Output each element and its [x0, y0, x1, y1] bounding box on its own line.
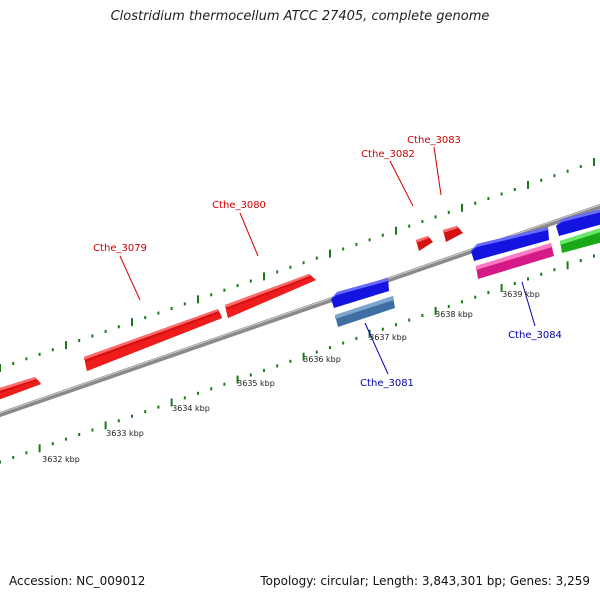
accession-text: Accession: NC_009012 [9, 574, 146, 588]
scale-label: 3633 kbp [106, 429, 144, 438]
leader-cthe-3082 [389, 160, 414, 207]
reverse-tick-track [0, 254, 595, 464]
gene-feature-cthe-3080[interactable] [225, 274, 316, 318]
genome-backbone [0, 203, 600, 418]
scale-label: 3632 kbp [42, 455, 80, 464]
leader-cthe-3084 [521, 281, 536, 327]
gene-feature-cthe-3083[interactable] [443, 226, 463, 242]
scale-label: 3634 kbp [172, 404, 210, 413]
scale-label: 3637 kbp [369, 333, 407, 342]
leader-cthe-3083 [433, 146, 442, 196]
scale-label: 3636 kbp [303, 355, 341, 364]
label-leaders [119, 146, 536, 375]
gene-label-cthe-3080[interactable]: Cthe_3080 [212, 200, 266, 211]
scale-labels: 3632 kbp 3633 kbp 3634 kbp 3635 kbp 3636… [42, 290, 540, 464]
gene-feature-blue-far-right[interactable] [556, 207, 600, 236]
reverse-genes [331, 207, 600, 327]
gene-label-cthe-3083[interactable]: Cthe_3083 [407, 135, 461, 146]
gene-label-cthe-3084[interactable]: Cthe_3084 [508, 330, 562, 341]
map-title: Clostridium thermocellum ATCC 27405, com… [110, 9, 490, 24]
gene-feature-left-edge[interactable] [0, 377, 41, 403]
gene-feature-cthe-3081[interactable] [331, 278, 389, 308]
gene-label-cthe-3079[interactable]: Cthe_3079 [93, 243, 147, 254]
gene-labels: Cthe_3079 Cthe_3080 Cthe_3082 Cthe_3083 … [93, 135, 562, 389]
gene-label-cthe-3081[interactable]: Cthe_3081 [360, 378, 414, 389]
forward-tick-track [0, 158, 595, 372]
forward-genes [0, 226, 463, 403]
gene-label-cthe-3082[interactable]: Cthe_3082 [361, 149, 415, 160]
gene-feature-blue-right[interactable] [471, 227, 549, 261]
gene-feature-cthe-3079[interactable] [84, 309, 222, 371]
gene-feature-blue-steel[interactable] [335, 296, 395, 327]
leader-cthe-3081 [364, 322, 389, 375]
gene-feature-green-far-right[interactable] [560, 225, 600, 253]
gene-feature-cthe-3084[interactable] [476, 243, 554, 279]
leader-cthe-3079 [119, 255, 141, 301]
scale-label: 3635 kbp [237, 379, 275, 388]
leader-cthe-3080 [239, 212, 259, 257]
scale-label: 3638 kbp [435, 310, 473, 319]
gene-feature-cthe-3082[interactable] [416, 236, 433, 251]
scale-label: 3639 kbp [502, 290, 540, 299]
genome-summary-text: Topology: circular; Length: 3,843,301 bp… [260, 574, 590, 588]
